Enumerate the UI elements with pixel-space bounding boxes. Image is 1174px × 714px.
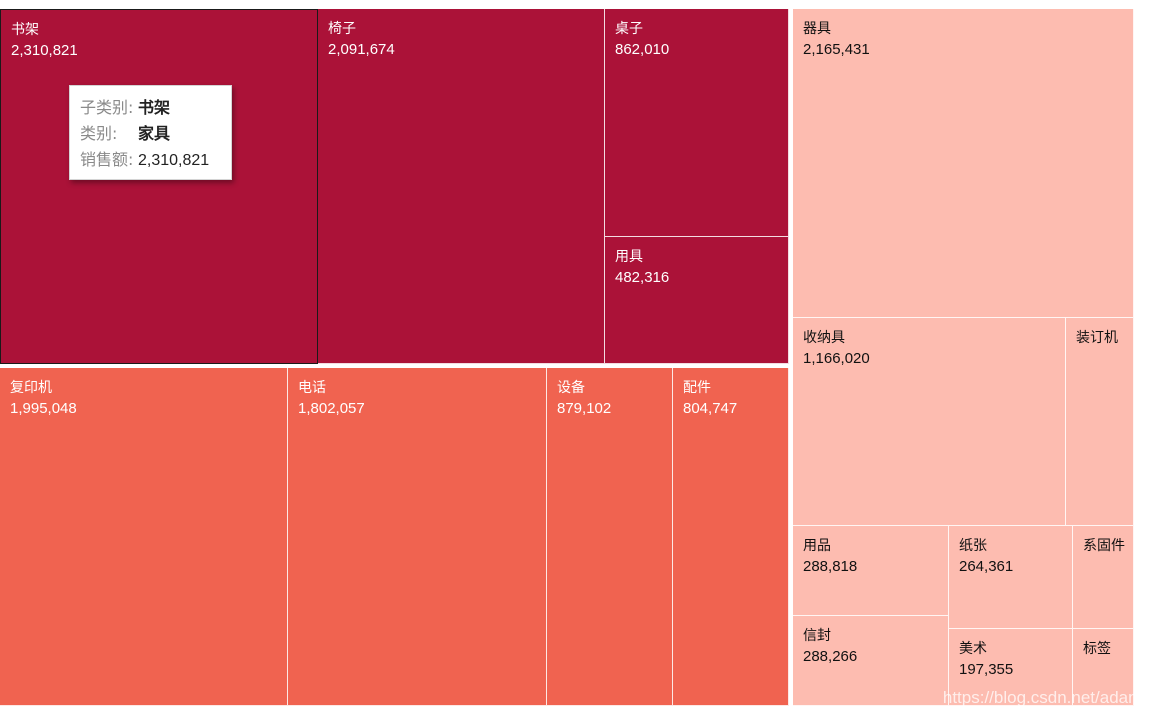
tile-收纳具[interactable]: 收纳具 1,166,020 <box>793 318 1066 526</box>
tile-value: 482,316 <box>615 269 670 286</box>
tooltip-row-subcategory: 子类别: 书架 <box>80 95 231 121</box>
tile-装订机[interactable]: 装订机 <box>1066 318 1134 526</box>
tile-label: 书架 <box>11 22 39 38</box>
tile-器具[interactable]: 器具 2,165,431 <box>793 9 1134 318</box>
tile-label: 用品 <box>803 538 831 554</box>
tooltip-row-category: 类别: 家具 <box>80 121 231 147</box>
tile-椅子[interactable]: 椅子 2,091,674 <box>318 9 605 364</box>
tile-value: 1,166,020 <box>803 350 870 367</box>
tile-label: 纸张 <box>959 538 987 554</box>
tile-美术[interactable]: 美术 197,355 <box>949 629 1073 706</box>
tooltip-sales-value: 2,310,821 <box>138 152 210 169</box>
tile-label: 椅子 <box>328 21 356 37</box>
tile-信封[interactable]: 信封 288,266 <box>793 616 949 706</box>
tile-value: 264,361 <box>959 558 1014 575</box>
tile-value: 879,102 <box>557 400 612 417</box>
tooltip-row-sales: 销售额: 2,310,821 <box>80 147 231 173</box>
tile-label: 桌子 <box>615 21 643 37</box>
tile-label: 标签 <box>1083 641 1111 657</box>
tile-value: 288,818 <box>803 558 858 575</box>
tile-系固件[interactable]: 系固件 <box>1073 526 1134 629</box>
tooltip-category-value: 家具 <box>138 124 171 143</box>
tile-配件[interactable]: 配件 804,747 <box>673 368 789 706</box>
tile-复印机[interactable]: 复印机 1,995,048 <box>0 368 288 706</box>
tile-label: 美术 <box>959 641 987 657</box>
tile-label: 设备 <box>557 380 585 396</box>
tile-value: 288,266 <box>803 648 858 665</box>
tooltip-subcategory-value: 书架 <box>138 98 171 117</box>
tooltip: 子类别: 书架 类别: 家具 销售额: 2,310,821 <box>69 85 232 180</box>
tooltip-sales-label: 销售额: <box>80 150 134 169</box>
tile-label: 收纳具 <box>803 330 845 346</box>
tile-设备[interactable]: 设备 879,102 <box>547 368 673 706</box>
tile-书架[interactable]: 书架 2,310,821 <box>0 9 318 364</box>
tile-label: 系固件 <box>1083 538 1125 554</box>
tile-label: 装订机 <box>1076 330 1118 346</box>
tile-label: 用具 <box>615 249 643 265</box>
watermark: https://blog.csdn.net/adamlay <box>942 688 1164 707</box>
tile-value: 2,091,674 <box>328 41 395 58</box>
tile-标签[interactable]: 标签 <box>1073 629 1134 706</box>
tile-label: 复印机 <box>10 380 52 396</box>
tile-value: 2,310,821 <box>11 42 78 59</box>
tile-value: 197,355 <box>959 661 1014 678</box>
tile-用具[interactable]: 用具 482,316 <box>605 237 789 364</box>
tooltip-subcategory-label: 子类别: <box>80 98 134 117</box>
tile-label: 信封 <box>803 628 831 644</box>
tile-value: 804,747 <box>683 400 738 417</box>
tooltip-category-label: 类别: <box>80 124 118 143</box>
tile-value: 1,995,048 <box>10 400 77 417</box>
tile-桌子[interactable]: 桌子 862,010 <box>605 9 789 237</box>
tile-value: 1,802,057 <box>298 400 365 417</box>
tile-label: 电话 <box>298 380 326 396</box>
tile-用品[interactable]: 用品 288,818 <box>793 526 949 616</box>
tile-value: 862,010 <box>615 41 670 58</box>
tile-label: 配件 <box>683 380 711 396</box>
tile-电话[interactable]: 电话 1,802,057 <box>288 368 547 706</box>
tile-label: 器具 <box>803 21 831 37</box>
tile-value: 2,165,431 <box>803 41 870 58</box>
tile-纸张[interactable]: 纸张 264,361 <box>949 526 1073 629</box>
